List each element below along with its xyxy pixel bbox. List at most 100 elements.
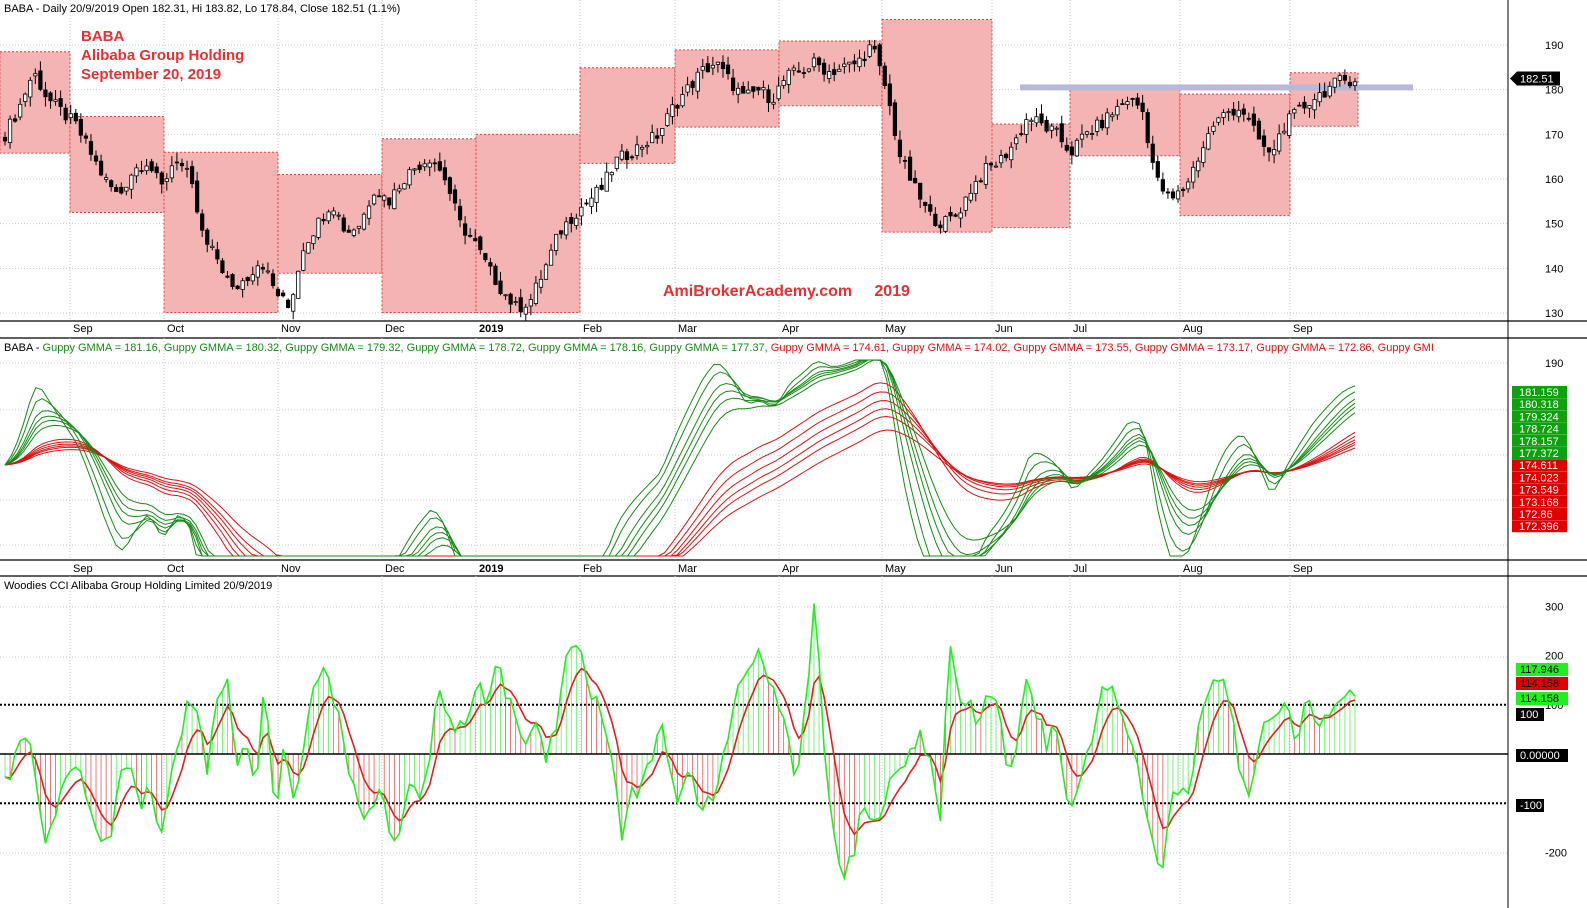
candle-down <box>159 172 164 185</box>
candle-up <box>523 306 528 315</box>
gmma-value-badge <box>1512 398 1567 411</box>
candle-up <box>700 66 705 71</box>
candle-up <box>250 274 255 282</box>
candle-down <box>1004 153 1009 159</box>
candle-down <box>796 70 801 73</box>
candle-down <box>852 60 857 65</box>
candle-down <box>1347 81 1353 87</box>
candle-down <box>109 180 114 188</box>
gmma-value-label: 180.318 <box>1519 399 1559 411</box>
x-month-label: Feb <box>583 323 602 335</box>
x-month-label: Jun <box>995 323 1013 335</box>
text-layer: BABA - Daily 20/9/2019 Open 182.31, Hi 1… <box>4 3 1434 592</box>
candle-up <box>311 235 316 245</box>
candle-down <box>179 162 185 167</box>
candle-down <box>948 211 953 217</box>
candle-up <box>650 132 655 144</box>
x-month-label: Nov <box>281 323 301 335</box>
candle-down <box>200 213 205 231</box>
x-month-label: Jul <box>1073 323 1087 335</box>
candle-down <box>766 89 771 104</box>
candle-up <box>1049 125 1054 131</box>
candle-up <box>104 177 109 180</box>
candle-down <box>569 217 574 224</box>
cci-value-label: 114.158 <box>1520 693 1559 705</box>
x-month-label: Apr <box>782 563 799 575</box>
x-month-label: Aug <box>1183 563 1203 575</box>
candle-up <box>1029 119 1034 123</box>
candle-up <box>169 165 174 179</box>
candle-down <box>720 61 726 70</box>
gmma-title-item: Guppy GMI <box>1375 342 1434 354</box>
gmma-value-badge <box>1512 520 1567 533</box>
candle-down <box>447 177 453 195</box>
candle-down <box>442 167 447 181</box>
monthly-range-box <box>1289 72 1359 127</box>
gmma-value-label: 173.549 <box>1519 485 1559 497</box>
x-month-label: Oct <box>167 563 184 575</box>
price-y-tick-label: 170 <box>1545 129 1563 141</box>
candle-up <box>392 189 397 210</box>
candle-down <box>832 69 837 75</box>
candle-down <box>907 156 913 181</box>
candle-up <box>543 264 549 280</box>
monthly-range-box <box>579 67 676 164</box>
candle-down <box>498 280 503 295</box>
candle-up <box>124 186 129 192</box>
candle-down <box>882 65 887 87</box>
candle-up <box>1115 106 1120 116</box>
candle-up <box>811 57 817 68</box>
candle-up <box>736 87 741 95</box>
x-month-label: Feb <box>583 563 602 575</box>
cci-value-badge <box>1516 749 1568 762</box>
candle-up <box>1277 133 1282 152</box>
candle-down <box>1165 191 1171 194</box>
candle-up <box>1292 108 1297 114</box>
cci-value-label: 117.946 <box>1520 664 1559 676</box>
x-month-label: Sep <box>73 323 93 335</box>
candle-down <box>1261 135 1267 147</box>
cci-series <box>0 603 1508 882</box>
gmma-value-badge <box>1512 410 1567 423</box>
gmma-title-item: Guppy GMMA = 173.55, <box>1010 342 1131 354</box>
candle-up <box>1079 133 1085 140</box>
candle-up <box>1272 149 1277 156</box>
candle-up <box>660 128 665 136</box>
candle-down <box>1064 144 1069 151</box>
candle-down <box>1342 74 1347 81</box>
candle-up <box>695 71 700 92</box>
resistance-line-layer <box>1020 84 1413 91</box>
gmma-value-badge <box>1512 459 1567 472</box>
candle-up <box>1282 130 1287 134</box>
price-y-tick-label: 180 <box>1545 85 1563 97</box>
candle-up <box>301 250 306 271</box>
gmma-pane-title: BABA - Guppy GMMA = 181.16, Guppy GMMA =… <box>4 342 1434 354</box>
candle-down <box>822 62 827 75</box>
candle-down <box>417 164 422 170</box>
candle-up <box>963 196 968 211</box>
candle-up <box>761 87 766 91</box>
candle-up <box>1332 77 1337 88</box>
candle-up <box>184 167 190 170</box>
cci-value-badge <box>1516 677 1568 690</box>
gmma-value-label: 179.324 <box>1519 411 1559 423</box>
candle-up <box>336 214 341 217</box>
candle-down <box>913 177 918 184</box>
candle-up <box>983 163 988 185</box>
gmma-title-item: Guppy GMMA = 178.16, <box>525 342 646 354</box>
cci-value-badge <box>1516 692 1568 705</box>
x-month-label: Sep <box>1293 323 1313 335</box>
candle-down <box>1130 98 1135 100</box>
candle-up <box>372 194 377 205</box>
candle-up <box>771 101 776 105</box>
candle-up <box>503 294 508 297</box>
candle-down <box>751 86 756 92</box>
candle-up <box>427 162 432 168</box>
candle-down <box>705 63 710 73</box>
candle-down <box>189 166 195 185</box>
x-month-label: Apr <box>782 323 799 335</box>
candle-up <box>361 213 367 230</box>
